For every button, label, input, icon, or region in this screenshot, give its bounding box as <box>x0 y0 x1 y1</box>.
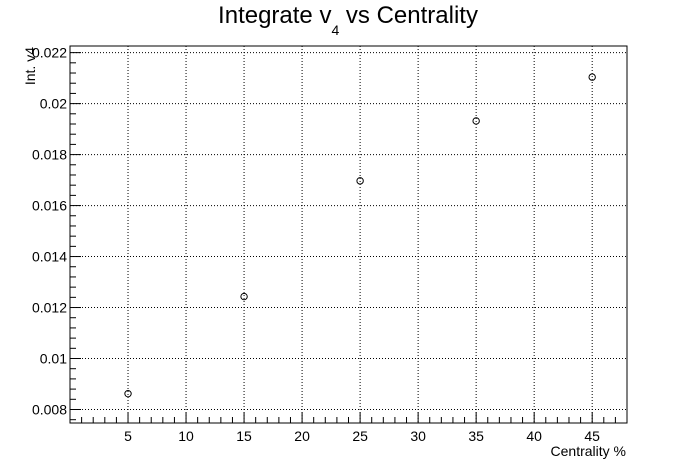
y-tick-label: 0.01 <box>40 351 67 367</box>
x-tick-label: 5 <box>124 428 132 444</box>
data-point <box>356 177 364 185</box>
y-tick-label: 0.008 <box>32 401 67 417</box>
chart-title-suffix: vs Centrality <box>339 2 478 29</box>
chart-title-subscript: 4 <box>331 22 339 38</box>
y-tick-label: 0.014 <box>32 249 67 265</box>
data-point <box>124 389 132 398</box>
y-tick-label: 0.012 <box>32 300 67 316</box>
tick-labels: 5 10 15 20 25 30 35 40 45 0.008 0.01 0.012 0.014 0.01… <box>32 45 600 444</box>
axis-ticks <box>70 52 616 423</box>
y-tick-label: 0.022 <box>32 45 67 61</box>
y-tick-label: 0.016 <box>32 198 67 214</box>
y-axis-label: Int. v4 <box>22 47 38 85</box>
x-tick-label: 45 <box>584 428 600 444</box>
x-tick-label: 25 <box>352 428 368 444</box>
data-point <box>472 117 480 125</box>
x-tick-label: 40 <box>526 428 542 444</box>
grid-lines <box>70 46 627 423</box>
y-tick-label: 0.02 <box>40 96 67 112</box>
x-tick-label: 30 <box>410 428 426 444</box>
x-tick-label: 15 <box>236 428 252 444</box>
data-points <box>124 73 596 398</box>
x-tick-label: 35 <box>468 428 484 444</box>
y-tick-label: 0.018 <box>32 147 67 163</box>
chart-title-prefix: Integrate v <box>218 2 331 29</box>
x-tick-label: 10 <box>178 428 194 444</box>
chart-title: Integrate v4 vs Centrality <box>218 2 478 38</box>
data-point <box>240 292 248 301</box>
data-point <box>588 73 596 81</box>
x-axis-label: Centrality % <box>551 443 626 459</box>
plot-frame <box>69 45 628 424</box>
x-tick-label: 20 <box>294 428 310 444</box>
